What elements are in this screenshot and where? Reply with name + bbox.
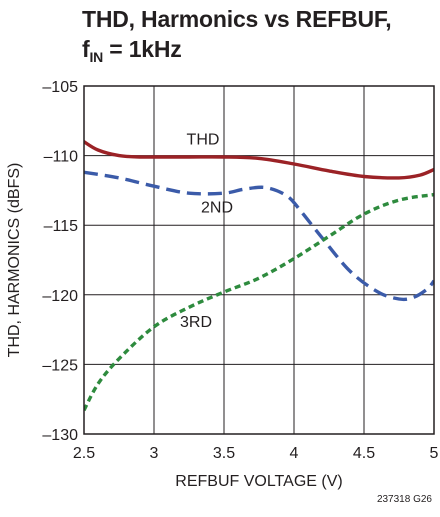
grid: [84, 86, 434, 434]
x-axis-label: REFBUF VOLTAGE (V): [175, 473, 342, 490]
y-tick-label: –115: [44, 218, 79, 235]
x-tick-label: 4.5: [353, 445, 375, 462]
series-annotation-2nd: 2ND: [201, 200, 233, 217]
figure-id: 237318 G26: [376, 494, 432, 505]
y-tick-label: –125: [42, 357, 78, 374]
title-f: f: [82, 36, 90, 62]
series-annotation-3rd: 3RD: [180, 314, 212, 331]
chart-title-line2: fIN = 1kHz: [82, 34, 391, 72]
y-tick-label: –105: [42, 79, 78, 96]
x-tick-label: 3.5: [213, 445, 235, 462]
series-line-3rd: [84, 192, 434, 412]
chart-title-line1: THD, Harmonics vs REFBUF,: [82, 6, 392, 32]
series-line-thd: [84, 140, 434, 180]
plot-border: [83, 85, 435, 435]
y-axis-label: THD, HARMONICS (dBFS): [6, 163, 23, 358]
title-subscript: IN: [89, 49, 104, 65]
plot-frame: [83, 85, 435, 435]
title-rest: = 1kHz: [103, 36, 182, 62]
y-tick-label: –110: [44, 149, 79, 166]
x-tick-label: 3: [150, 445, 159, 462]
axis-labels: –130 –125 –120 –115 –110 –105 2.5 3 3.5 4 4.5 5 REFB…: [6, 79, 439, 490]
series-annotation-thd: THD: [187, 131, 220, 148]
y-tick-label: –130: [42, 427, 78, 444]
y-tick-label: –120: [42, 288, 78, 305]
x-tick-label: 2.5: [73, 445, 95, 462]
chart-title: THD, Harmonics vs REFBUF, fIN = 1kHz: [82, 4, 392, 72]
x-tick-label: 4: [290, 445, 299, 462]
series-line-2nd: [84, 170, 434, 302]
series-lines: [84, 140, 434, 412]
x-tick-label: 5: [430, 445, 439, 462]
